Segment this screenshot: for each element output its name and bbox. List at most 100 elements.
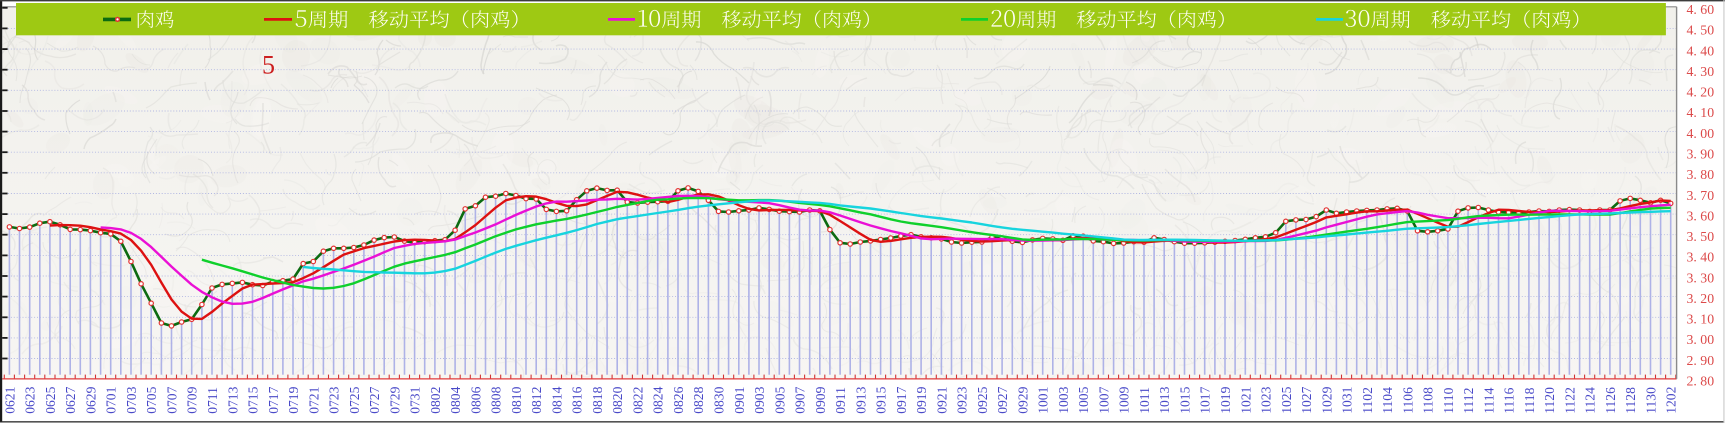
svg-text:0703: 0703: [124, 386, 139, 413]
svg-text:1005: 1005: [1076, 386, 1091, 413]
svg-text:0903: 0903: [752, 386, 767, 413]
svg-text:1009: 1009: [1117, 386, 1132, 413]
svg-text:3. 90: 3. 90: [1687, 147, 1715, 162]
svg-text:0901: 0901: [732, 387, 747, 414]
svg-text:0625: 0625: [43, 386, 58, 413]
svg-text:1013: 1013: [1157, 386, 1172, 413]
svg-text:0830: 0830: [712, 386, 727, 413]
svg-text:3. 80: 3. 80: [1687, 167, 1715, 182]
svg-text:1112: 1112: [1461, 387, 1476, 413]
svg-text:0627: 0627: [63, 386, 78, 413]
svg-text:0915: 0915: [874, 386, 889, 413]
svg-text:1017: 1017: [1198, 386, 1213, 413]
svg-text:2. 80: 2. 80: [1687, 373, 1715, 388]
svg-text:3. 20: 3. 20: [1687, 291, 1715, 306]
svg-text:3. 00: 3. 00: [1687, 332, 1715, 347]
svg-text:1011: 1011: [1137, 387, 1152, 414]
svg-text:0719: 0719: [286, 386, 301, 413]
svg-text:1118: 1118: [1522, 387, 1537, 413]
svg-text:1029: 1029: [1319, 386, 1334, 413]
svg-text:0927: 0927: [995, 386, 1010, 413]
svg-text:0905: 0905: [772, 386, 787, 413]
svg-text:0701: 0701: [104, 387, 119, 414]
svg-text:3. 10: 3. 10: [1687, 312, 1715, 327]
svg-text:0731: 0731: [408, 387, 423, 414]
svg-text:1124: 1124: [1583, 387, 1598, 414]
svg-text:1110: 1110: [1441, 387, 1456, 413]
svg-text:4. 20: 4. 20: [1687, 85, 1715, 100]
svg-text:1106: 1106: [1400, 387, 1415, 414]
svg-text:0822: 0822: [631, 386, 646, 413]
svg-text:0705: 0705: [144, 386, 159, 413]
svg-text:0721: 0721: [306, 387, 321, 414]
svg-text:4. 40: 4. 40: [1687, 43, 1715, 58]
svg-text:1102: 1102: [1360, 387, 1375, 414]
svg-text:4. 60: 4. 60: [1687, 2, 1715, 17]
svg-text:0917: 0917: [894, 386, 909, 413]
svg-text:1023: 1023: [1259, 386, 1274, 413]
svg-text:2. 90: 2. 90: [1687, 353, 1715, 368]
svg-text:0804: 0804: [448, 386, 463, 413]
svg-text:0925: 0925: [975, 386, 990, 413]
svg-text:0816: 0816: [570, 386, 585, 413]
svg-text:0810: 0810: [509, 386, 524, 413]
svg-text:1001: 1001: [1036, 387, 1051, 414]
svg-text:4. 00: 4. 00: [1687, 126, 1715, 141]
svg-text:0623: 0623: [23, 386, 38, 413]
svg-text:0621: 0621: [2, 387, 17, 414]
svg-text:1126: 1126: [1603, 387, 1618, 414]
svg-text:1025: 1025: [1279, 386, 1294, 413]
svg-text:0919: 0919: [914, 386, 929, 413]
svg-text:1003: 1003: [1056, 386, 1071, 413]
svg-text:3. 50: 3. 50: [1687, 229, 1715, 244]
svg-text:4. 10: 4. 10: [1687, 105, 1715, 120]
svg-text:0818: 0818: [590, 386, 605, 413]
svg-text:0729: 0729: [387, 386, 402, 413]
svg-text:0923: 0923: [955, 386, 970, 413]
svg-text:0723: 0723: [327, 386, 342, 413]
svg-text:3. 60: 3. 60: [1687, 208, 1715, 223]
svg-text:1021: 1021: [1238, 387, 1253, 414]
svg-text:0907: 0907: [793, 386, 808, 413]
svg-text:0929: 0929: [1015, 386, 1030, 413]
svg-text:0802: 0802: [428, 386, 443, 413]
svg-text:0707: 0707: [165, 386, 180, 413]
svg-text:3. 40: 3. 40: [1687, 250, 1715, 265]
svg-text:0911: 0911: [833, 387, 848, 414]
svg-text:1104: 1104: [1380, 387, 1395, 414]
svg-text:3. 30: 3. 30: [1687, 270, 1715, 285]
svg-text:1031: 1031: [1340, 387, 1355, 414]
svg-text:1120: 1120: [1542, 387, 1557, 414]
svg-text:1114: 1114: [1481, 387, 1496, 413]
svg-text:0812: 0812: [529, 386, 544, 413]
svg-text:1027: 1027: [1299, 386, 1314, 413]
svg-text:0715: 0715: [246, 386, 261, 413]
svg-text:0814: 0814: [549, 386, 564, 413]
svg-text:0808: 0808: [489, 386, 504, 413]
svg-text:0725: 0725: [347, 386, 362, 413]
svg-text:1019: 1019: [1218, 386, 1233, 413]
svg-text:0709: 0709: [185, 386, 200, 413]
svg-text:1130: 1130: [1644, 387, 1659, 414]
svg-text:1116: 1116: [1502, 387, 1517, 413]
svg-text:0909: 0909: [813, 386, 828, 413]
svg-text:0711: 0711: [205, 387, 220, 414]
svg-text:4. 50: 4. 50: [1687, 23, 1715, 38]
svg-text:0828: 0828: [691, 386, 706, 413]
svg-text:1202: 1202: [1664, 386, 1679, 413]
svg-text:0806: 0806: [468, 386, 483, 413]
svg-text:3. 70: 3. 70: [1687, 188, 1715, 203]
svg-text:5: 5: [262, 50, 275, 79]
svg-text:1015: 1015: [1178, 386, 1193, 413]
svg-text:0913: 0913: [853, 386, 868, 413]
svg-text:4. 30: 4. 30: [1687, 64, 1715, 79]
svg-text:1122: 1122: [1562, 387, 1577, 414]
svg-text:1128: 1128: [1623, 387, 1638, 414]
svg-text:0717: 0717: [266, 386, 281, 413]
svg-text:0824: 0824: [651, 386, 666, 413]
svg-text:0629: 0629: [83, 386, 98, 413]
svg-text:0826: 0826: [671, 386, 686, 413]
svg-text:0713: 0713: [225, 386, 240, 413]
svg-text:0921: 0921: [934, 387, 949, 414]
svg-text:0727: 0727: [367, 386, 382, 413]
